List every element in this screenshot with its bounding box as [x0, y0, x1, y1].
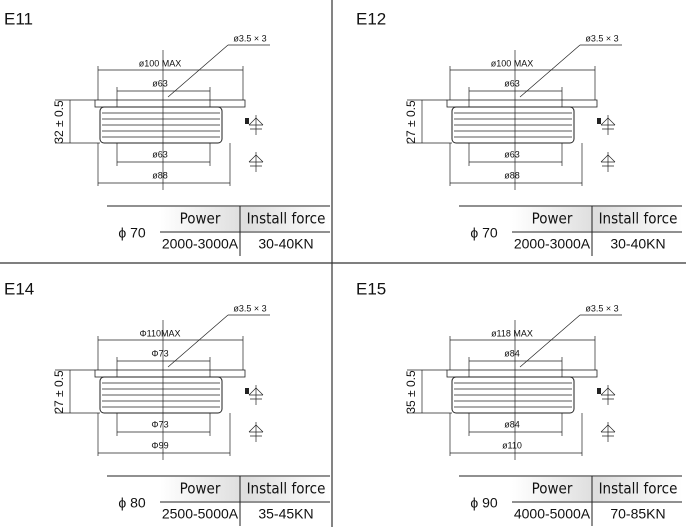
panel-label: E11	[4, 9, 33, 28]
diode-symbol	[248, 115, 264, 135]
table-cell: 70-85KN	[610, 506, 665, 522]
diode-symbol	[248, 422, 264, 442]
table-cell: 2000-3000A	[162, 236, 239, 252]
device-drawing	[55, 314, 270, 460]
leader-line	[167, 44, 229, 98]
diode-symbol	[248, 385, 264, 405]
dim-bottom-inner: ø63	[152, 149, 168, 159]
dim-bottom-inner: Φ73	[151, 419, 168, 429]
top-plate	[94, 369, 246, 378]
table-header: Install force	[599, 210, 678, 228]
dim-height: 35 ± 0.5	[404, 370, 418, 414]
panel: E11 ø100 MAX ø63 ø3.5 × 3 32 ± 0.5 ø63 ø88 ϕ 70…	[4, 9, 330, 256]
table-diameter: ϕ 90	[470, 495, 498, 511]
table-diameter: ϕ 80	[118, 495, 146, 511]
diode-symbol	[248, 152, 264, 172]
table-cell: 30-40KN	[610, 236, 665, 252]
table-header-bg	[512, 207, 682, 231]
table-header-bg	[512, 477, 682, 501]
dim-bottom-outer: ø110	[502, 440, 522, 450]
panel: E14 Φ110MAX Φ73 ø3.5 × 3 27 ± 0.5 Φ73 Φ99 ϕ 80 P…	[4, 279, 330, 526]
table-header: Power	[180, 210, 221, 228]
dim-top-inner: ø63	[152, 78, 168, 88]
diode-symbol	[600, 115, 616, 135]
dim-height: 27 ± 0.5	[52, 370, 66, 414]
table-header: Install force	[599, 480, 678, 498]
dim-bottom-outer: ø88	[504, 170, 520, 180]
terminal	[597, 118, 601, 124]
terminal	[245, 388, 249, 394]
panel: E15 ø118 MAX ø84 ø3.5 × 3 35 ± 0.5 ø84 ø110 ϕ 9…	[356, 279, 682, 526]
dim-top-max: ø100 MAX	[491, 58, 534, 68]
dim-top-inner: Φ73	[151, 348, 168, 358]
table-cell: 4000-5000A	[514, 506, 591, 522]
dim-height: 27 ± 0.5	[404, 100, 418, 144]
table-diameter: ϕ 70	[118, 225, 146, 241]
leader-line	[519, 44, 581, 98]
dim-top-inner: ø63	[504, 78, 520, 88]
dim-hole: ø3.5 × 3	[585, 303, 618, 313]
top-plate	[446, 369, 598, 378]
dim-bottom-outer: ø88	[152, 170, 168, 180]
panel-label: E12	[356, 9, 386, 28]
table-header-bg	[160, 477, 330, 501]
diode-symbol	[600, 385, 616, 405]
dim-bottom-inner: ø84	[504, 419, 520, 429]
table-header: Install force	[247, 210, 326, 228]
device-drawing	[407, 44, 622, 190]
dim-height: 32 ± 0.5	[52, 100, 66, 144]
table-cell: 2000-3000A	[514, 236, 591, 252]
top-plate	[94, 99, 246, 108]
table-header: Power	[180, 480, 221, 498]
table-diameter: ϕ 70	[470, 225, 498, 241]
diode-symbol	[600, 152, 616, 172]
dim-hole: ø3.5 × 3	[585, 33, 618, 43]
table-cell: 2500-5000A	[162, 506, 239, 522]
table-header: Install force	[247, 480, 326, 498]
diode-symbol	[600, 422, 616, 442]
panel: E12 ø100 MAX ø63 ø3.5 × 3 27 ± 0.5 ø63 ø88 ϕ 70…	[356, 9, 682, 256]
table-cell: 30-40KN	[258, 236, 313, 252]
device-drawing	[55, 44, 270, 190]
dim-top-max: ø118 MAX	[491, 328, 533, 338]
table-cell: 35-45KN	[258, 506, 313, 522]
panel-label: E14	[4, 279, 34, 298]
dim-bottom-inner: ø63	[504, 149, 520, 159]
panel-label: E15	[356, 279, 386, 298]
table-header-bg	[160, 207, 330, 231]
top-plate	[446, 99, 598, 108]
terminal	[597, 388, 601, 394]
device-drawing	[407, 314, 622, 460]
dim-top-max: ø100 MAX	[139, 58, 182, 68]
dim-bottom-outer: Φ99	[151, 440, 168, 450]
table-header: Power	[532, 480, 573, 498]
leader-line	[519, 314, 581, 368]
dim-top-inner: ø84	[504, 348, 520, 358]
dim-hole: ø3.5 × 3	[233, 303, 266, 313]
dim-top-max: Φ110MAX	[139, 328, 180, 338]
leader-line	[167, 314, 229, 368]
terminal	[245, 118, 249, 124]
table-header: Power	[532, 210, 573, 228]
dim-hole: ø3.5 × 3	[233, 33, 266, 43]
